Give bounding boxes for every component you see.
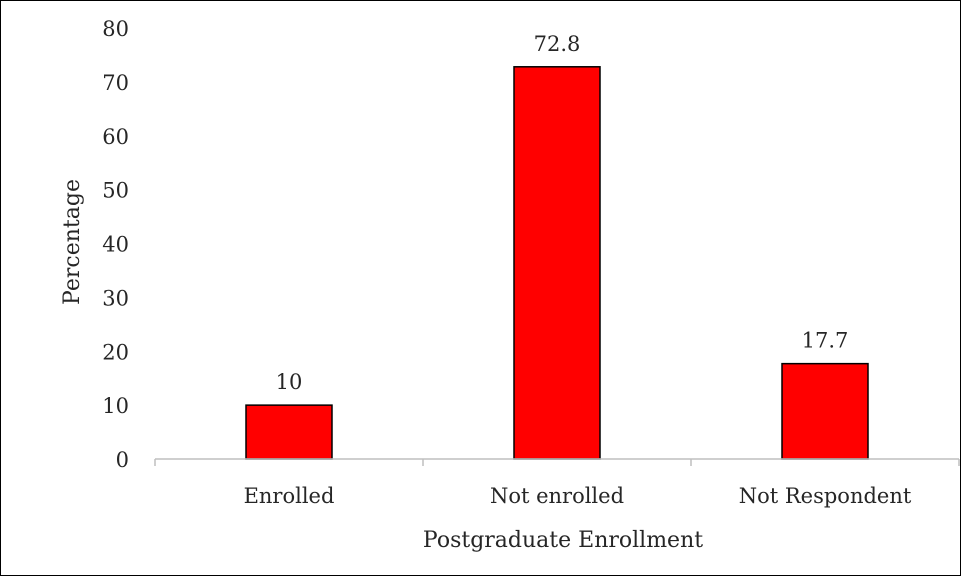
y-tick-label: 10: [102, 394, 129, 418]
data-labels: 10 72.8 17.7: [276, 32, 849, 394]
y-tick-label: 40: [102, 233, 129, 257]
y-tick-label: 70: [102, 71, 129, 95]
bar: [781, 362, 869, 460]
y-axis-title: Percentage: [60, 179, 85, 305]
y-tick-label: 80: [102, 17, 129, 41]
y-tick-label: 60: [102, 125, 129, 149]
x-axis-ticks: Enrolled Not enrolled Not Respondent: [154, 459, 960, 508]
y-tick-label: 20: [102, 340, 129, 364]
y-tick-label: 50: [102, 179, 129, 203]
bar: [513, 66, 601, 460]
data-label: 17.7: [802, 329, 849, 353]
bars: [245, 66, 869, 460]
y-tick-label: 0: [116, 448, 129, 472]
x-tick-label: Enrolled: [244, 484, 335, 508]
data-label: 72.8: [534, 32, 581, 56]
data-label: 10: [276, 370, 303, 394]
x-axis-title: Postgraduate Enrollment: [423, 528, 703, 553]
x-tick-label: Not enrolled: [490, 484, 624, 508]
y-axis-ticks: 0 10 20 30 40 50 60 70 80: [102, 17, 129, 472]
y-tick-label: 30: [102, 286, 129, 310]
x-tick-label: Not Respondent: [739, 484, 912, 508]
bar: [245, 404, 333, 460]
